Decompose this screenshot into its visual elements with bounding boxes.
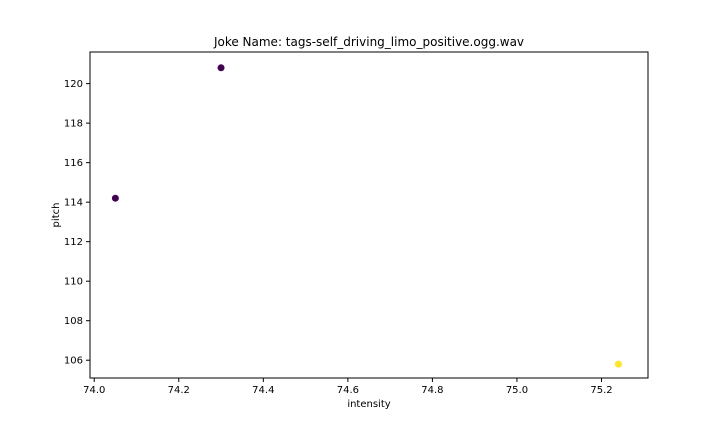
x-tick-label: 74.8 (421, 385, 443, 396)
scatter-point (217, 64, 225, 72)
y-tick-label: 120 (64, 79, 83, 90)
y-tick-label: 118 (64, 119, 83, 130)
y-tick-label: 108 (64, 316, 83, 327)
x-axis: 74.0 74.2 74.4 74.6 74.8 75.0 75.2 (83, 378, 613, 396)
y-tick-label: 106 (64, 356, 83, 367)
x-tick-label: 75.2 (590, 385, 612, 396)
y-axis: 106 108 110 112 114 116 118 120 (64, 79, 90, 367)
scatter-point (111, 194, 119, 202)
y-axis-label: pitch (51, 203, 62, 228)
x-tick-label: 74.6 (337, 385, 359, 396)
plot-area-frame (89, 51, 649, 379)
data-points (111, 64, 622, 368)
scatter-point (614, 360, 622, 368)
x-tick-label: 74.4 (252, 385, 274, 396)
y-tick-label: 114 (64, 198, 83, 209)
y-tick-label: 110 (64, 277, 83, 288)
y-tick-label: 112 (64, 237, 83, 248)
x-tick-label: 74.0 (83, 385, 105, 396)
x-tick-label: 74.2 (168, 385, 190, 396)
x-axis-label: intensity (347, 399, 390, 410)
x-tick-label: 75.0 (506, 385, 528, 396)
y-tick-label: 116 (64, 158, 83, 169)
chart-title: Joke Name: tags-self_driving_limo_positi… (213, 35, 524, 49)
